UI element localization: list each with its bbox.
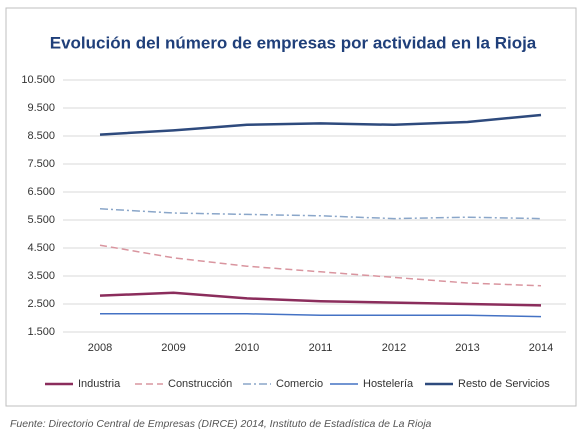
y-tick-label: 2.500 [27,298,55,310]
legend-label: Industria [78,378,121,390]
legend-label: Hostelería [363,378,414,390]
chart-frame [5,7,577,407]
x-tick-label: 2009 [161,342,185,354]
x-tick-label: 2008 [88,342,112,354]
legend-label: Resto de Servicios [458,378,550,390]
y-tick-label: 3.500 [27,270,55,282]
y-tick-label: 10.500 [21,74,55,86]
chart-title: Evolución del número de empresas por act… [50,33,537,52]
x-tick-label: 2014 [529,342,553,354]
source-note: Fuente: Directorio Central de Empresas (… [10,418,432,430]
y-tick-label: 5.500 [27,214,55,226]
x-tick-label: 2010 [235,342,259,354]
x-tick-label: 2013 [455,342,479,354]
legend-label: Comercio [276,378,323,390]
series-line [99,244,542,287]
x-tick-label: 2011 [309,342,333,354]
y-tick-label: 8.500 [27,130,55,142]
y-tick-label: 9.500 [27,102,55,114]
y-tick-label: 4.500 [27,242,55,254]
series-line [100,313,542,318]
legend-label: Construcción [168,378,232,390]
series-line [99,291,542,307]
series-line [99,113,542,136]
series-line [99,208,542,220]
y-tick-label: 1.500 [27,326,55,338]
x-tick-label: 2012 [382,342,406,354]
y-tick-label: 7.500 [27,158,55,170]
y-tick-label: 6.500 [27,186,55,198]
